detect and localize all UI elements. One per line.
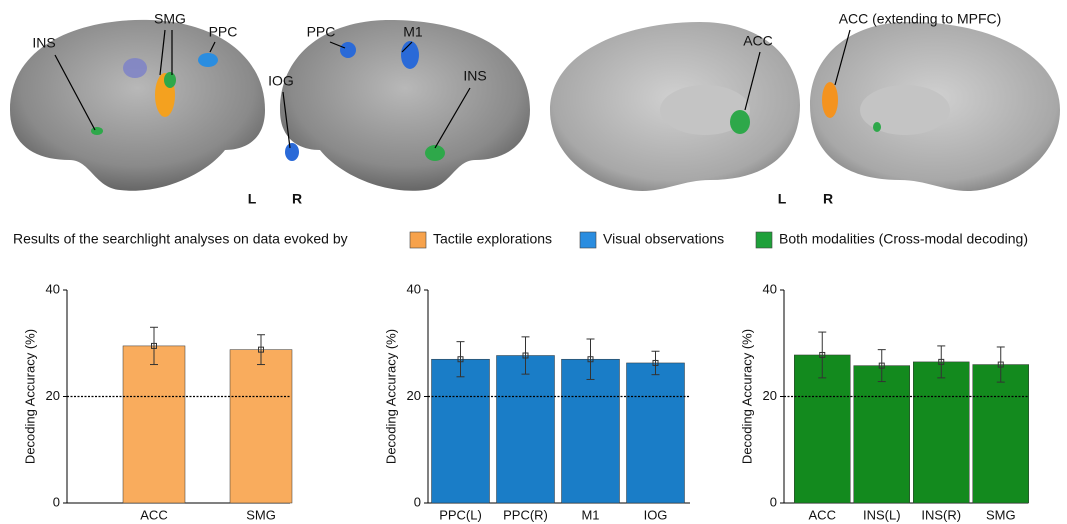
x-tick-label: ACC: [809, 507, 836, 522]
bar: [913, 362, 969, 503]
figure: INS SMG PPC PPC M1 IOG INS L R ACC ACC (extending …: [0, 0, 1067, 524]
brain-label: R: [823, 191, 833, 207]
bar: [432, 359, 490, 503]
blob-both: [730, 110, 750, 134]
blob-visual: [198, 53, 218, 67]
legend-label: Visual observations: [603, 231, 724, 247]
legend-label: Tactile explorations: [433, 231, 552, 247]
blob-visual: [340, 42, 356, 58]
y-tick-label: 40: [763, 281, 777, 296]
legend-swatch: [756, 232, 772, 248]
y-axis-label: Decoding Accuracy (%): [739, 329, 754, 464]
brain-label: INS: [463, 68, 486, 84]
bar: [854, 366, 910, 503]
y-tick-label: 0: [770, 494, 777, 509]
bar: [627, 363, 685, 503]
bar: [973, 365, 1029, 503]
brain-label: PPC: [209, 24, 238, 40]
y-tick-label: 20: [763, 388, 777, 403]
bar: [230, 350, 292, 503]
bar-chart: 0 20 40 Decoding Accuracy (%) ACC SMG: [22, 281, 292, 522]
brain-label: PPC: [307, 24, 336, 40]
legend-label: Both modalities (Cross-modal decoding): [779, 231, 1028, 247]
bar: [562, 359, 620, 503]
y-tick-label: 40: [407, 281, 421, 296]
x-tick-label: IOG: [644, 507, 668, 522]
x-tick-label: INS(L): [863, 507, 901, 522]
brain-label: ACC: [743, 33, 773, 49]
y-tick-label: 40: [46, 281, 60, 296]
blob-both: [91, 127, 103, 135]
brain-label: SMG: [154, 11, 186, 27]
brain-label: R: [292, 191, 302, 207]
bar: [497, 355, 555, 503]
y-axis-label: Decoding Accuracy (%): [383, 329, 398, 464]
brain-label: M1: [403, 24, 423, 40]
y-tick-label: 20: [46, 388, 60, 403]
y-tick-label: 0: [53, 494, 60, 509]
blob-visual: [123, 58, 147, 78]
brain-label: ACC (extending to MPFC): [839, 11, 1002, 27]
y-tick-label: 0: [414, 494, 421, 509]
brain-label: IOG: [268, 73, 294, 89]
brain-label: L: [248, 191, 257, 207]
x-tick-label: PPC(R): [503, 507, 548, 522]
blob-both: [164, 72, 176, 88]
y-axis-label: Decoding Accuracy (%): [22, 329, 37, 464]
x-tick-label: ACC: [140, 507, 167, 522]
y-tick-label: 20: [407, 388, 421, 403]
blob-visual: [401, 41, 419, 69]
blob-both: [873, 122, 881, 132]
x-tick-label: SMG: [986, 507, 1016, 522]
legend-swatch: [410, 232, 426, 248]
brain-label: INS: [32, 35, 55, 51]
blob-tactile: [822, 82, 838, 118]
blob-visual: [285, 143, 299, 161]
x-tick-label: INS(R): [921, 507, 961, 522]
x-tick-label: PPC(L): [439, 507, 482, 522]
bar-chart: 0 20 40 Decoding Accuracy (%) ACC INS(L) INS(R…: [739, 281, 1028, 522]
x-tick-label: M1: [581, 507, 599, 522]
legend-swatch: [580, 232, 596, 248]
brain-images: [10, 20, 1060, 191]
legend-title: Results of the searchlight analyses on d…: [13, 231, 348, 247]
bar: [123, 346, 185, 503]
brain-label: L: [778, 191, 787, 207]
bar-chart: 0 20 40 Decoding Accuracy (%) PPC(L) PPC(R) M1…: [383, 281, 690, 522]
x-tick-label: SMG: [246, 507, 276, 522]
